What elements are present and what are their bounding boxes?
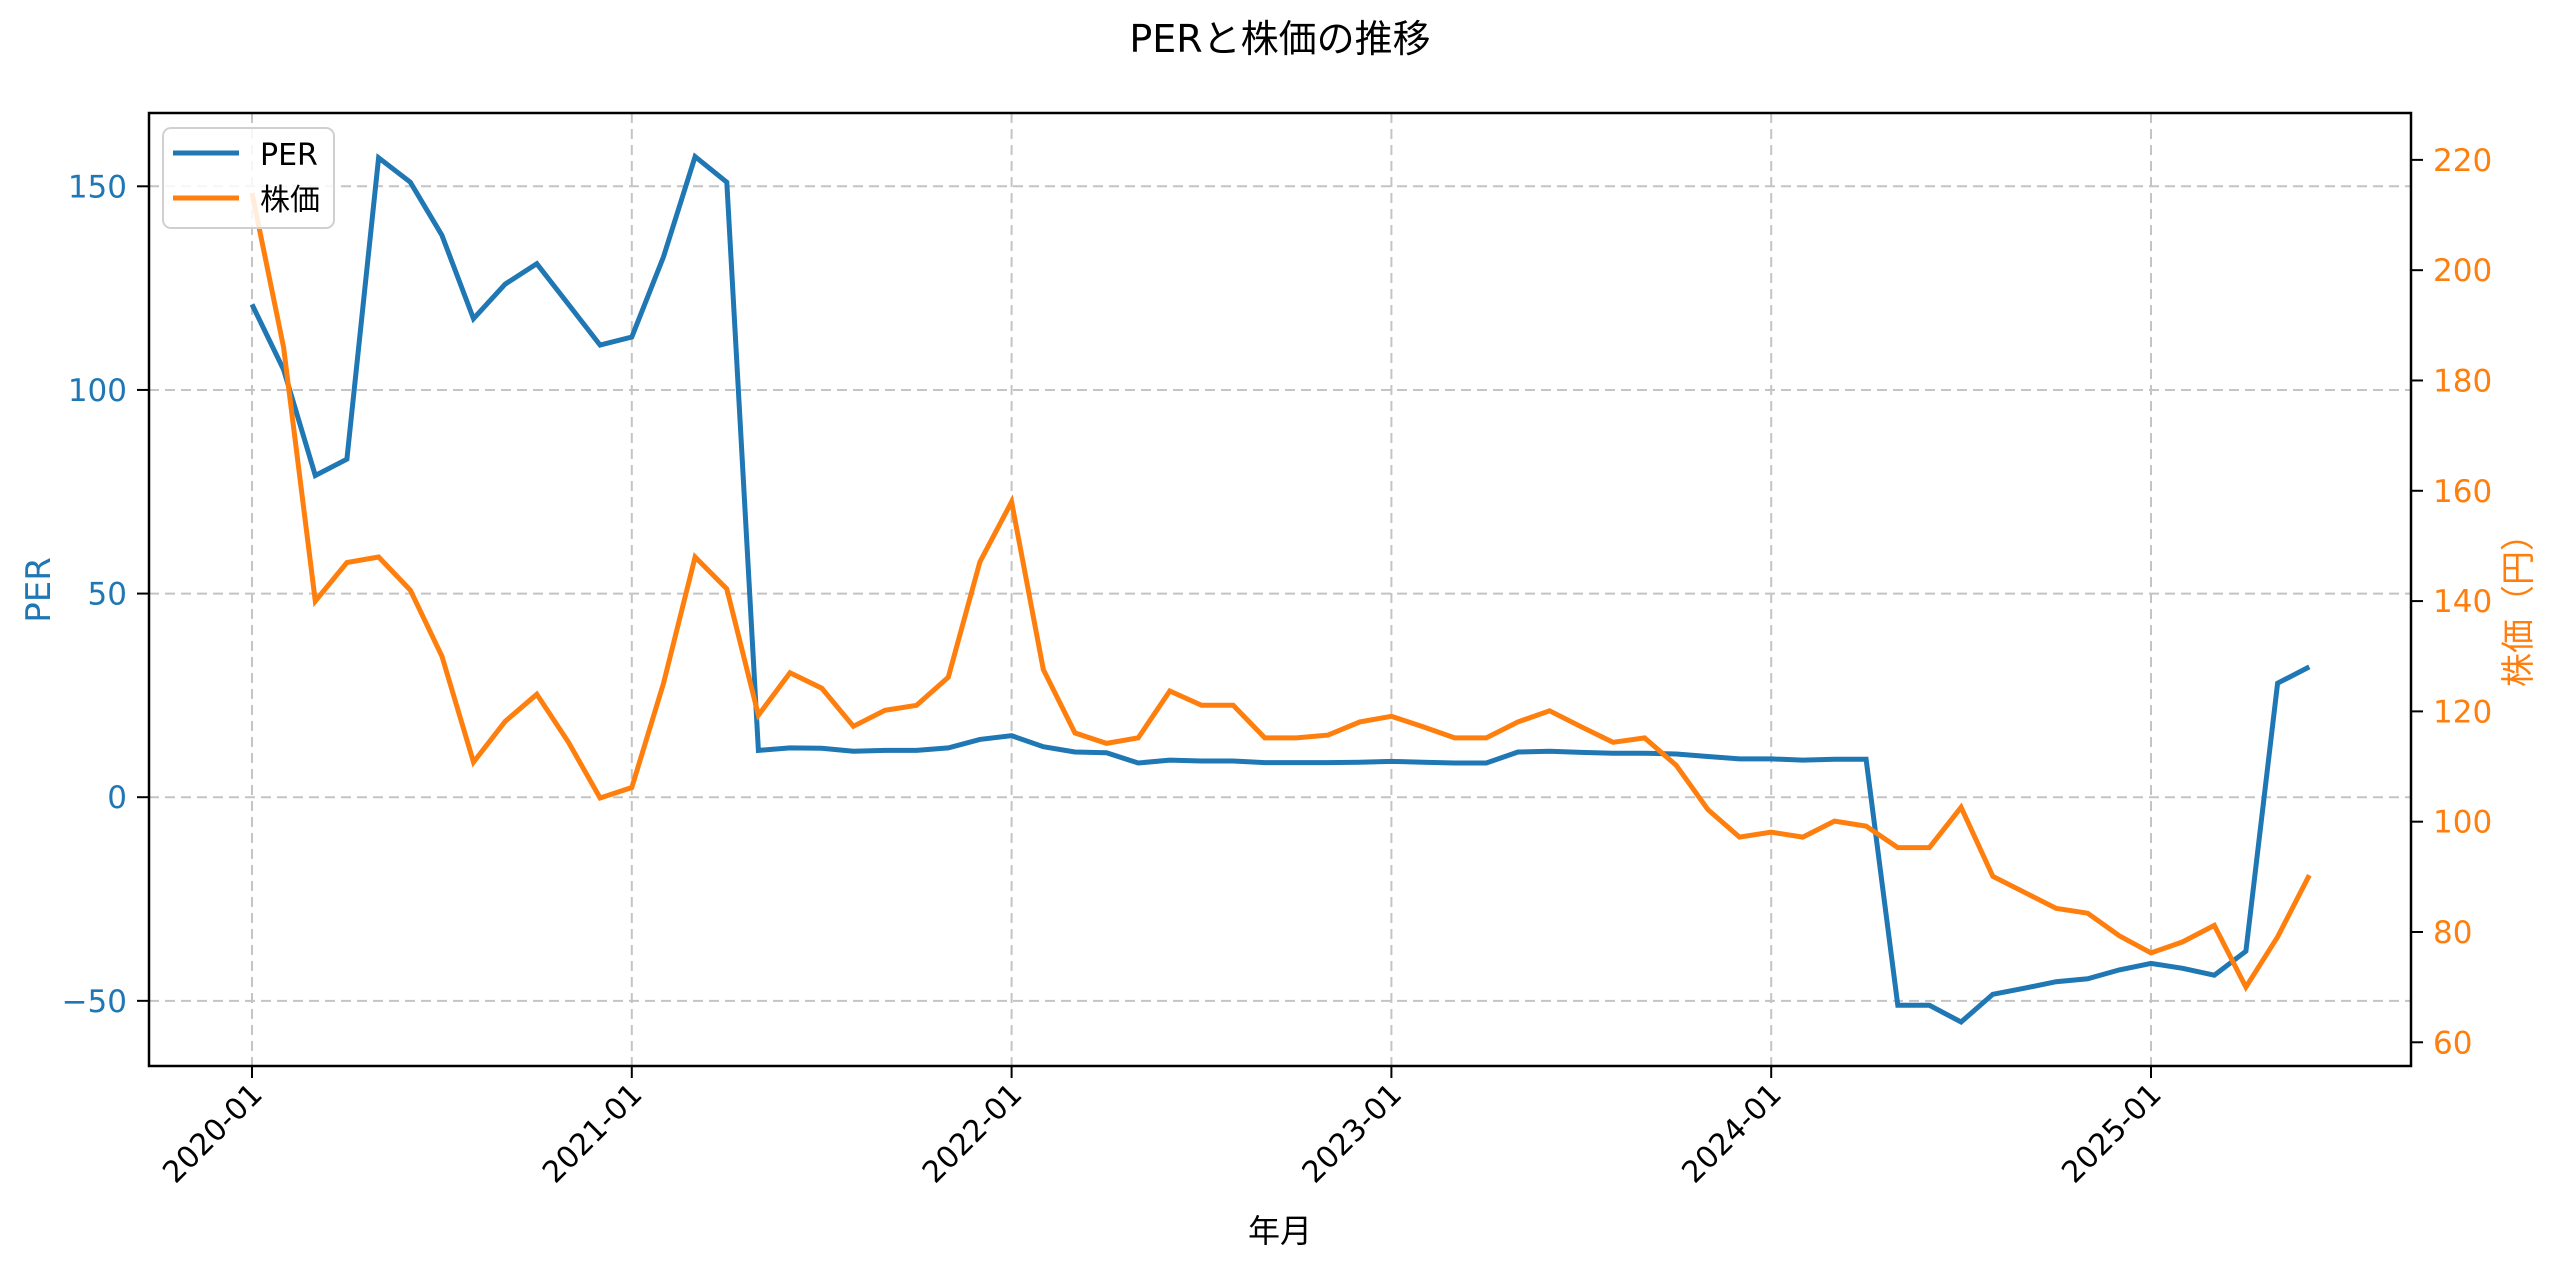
- right-y-tick-label: 180: [2433, 363, 2492, 399]
- left-y-axis-label: PER: [19, 557, 59, 623]
- chart-title: PERと株価の推移: [1129, 17, 1430, 61]
- price-line: [249, 192, 2312, 993]
- x-axis-ticks: 2020-01 2021-01 2022-01 2023-01 2024-01 2025-…: [156, 1066, 2169, 1190]
- x-tick-label: 2023-01: [1296, 1077, 1409, 1190]
- left-y-tick-label: 150: [68, 169, 127, 205]
- right-y-tick-label: 80: [2433, 915, 2472, 951]
- left-y-axis-ticks: −50 0 50 100 150: [62, 169, 149, 1020]
- legend: PER 株価: [162, 127, 335, 229]
- x-tick-label: 2025-01: [2055, 1077, 2168, 1190]
- x-tick-label: 2024-01: [1675, 1077, 1788, 1190]
- x-tick-label: 2020-01: [156, 1077, 269, 1190]
- left-y-tick-label: 50: [88, 577, 127, 613]
- x-axis-label: 年月: [1248, 1212, 1312, 1250]
- legend-label-per: PER: [260, 138, 318, 173]
- grid-lines: [149, 113, 2411, 1066]
- left-y-tick-label: 100: [68, 373, 127, 409]
- right-y-tick-label: 220: [2433, 143, 2492, 179]
- plot-area-frame: [147, 111, 2413, 1068]
- right-y-axis-label: 株価（円）: [2499, 517, 2539, 687]
- left-y-tick-label: 0: [107, 780, 127, 816]
- right-y-tick-label: 120: [2433, 694, 2492, 730]
- per-line: [249, 152, 2311, 1026]
- x-tick-label: 2022-01: [916, 1077, 1029, 1190]
- series-lines: [249, 152, 2312, 1026]
- x-tick-label: 2021-01: [536, 1077, 649, 1190]
- right-y-tick-label: 200: [2433, 253, 2492, 289]
- left-y-tick-label: −50: [62, 984, 127, 1020]
- right-y-tick-label: 140: [2433, 584, 2492, 620]
- right-y-tick-label: 100: [2433, 805, 2492, 841]
- right-y-tick-label: 60: [2433, 1025, 2472, 1061]
- right-y-tick-label: 160: [2433, 474, 2492, 510]
- legend-label-price: 株価: [260, 183, 320, 218]
- right-y-axis-ticks: 60 80 100 120 140 160 180 200 220: [2411, 143, 2492, 1061]
